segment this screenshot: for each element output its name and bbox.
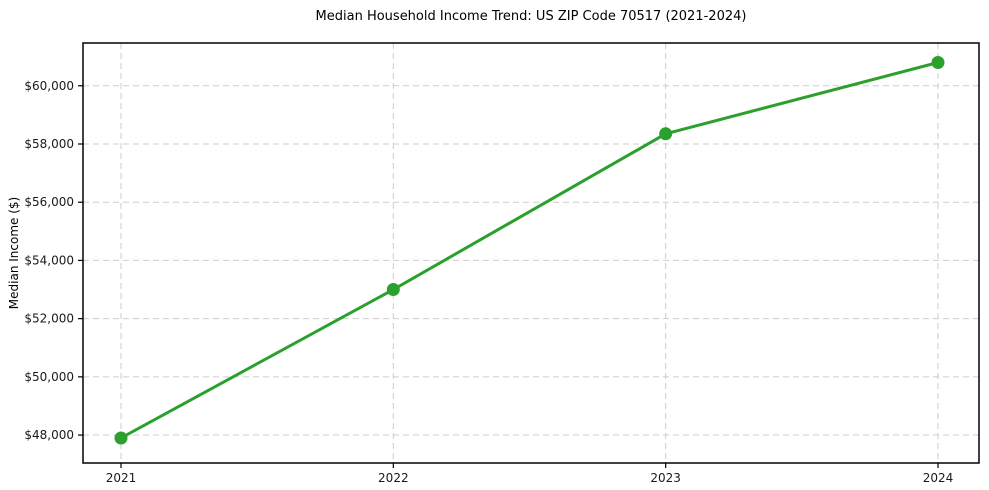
y-tick-label: $48,000 <box>24 428 74 442</box>
x-tick-label: 2021 <box>106 471 137 485</box>
trend-line <box>119 61 940 440</box>
data-point <box>386 283 400 297</box>
x-tick-label: 2023 <box>650 471 681 485</box>
x-tick-label: 2022 <box>378 471 409 485</box>
chart-title: Median Household Income Trend: US ZIP Co… <box>315 9 747 24</box>
data-point <box>659 127 673 141</box>
y-tick-label: $56,000 <box>24 195 74 209</box>
y-tick-label: $50,000 <box>24 370 74 384</box>
data-point <box>114 431 128 445</box>
y-tick-label: $60,000 <box>24 79 74 93</box>
y-tick-label: $52,000 <box>24 312 74 326</box>
plot-border <box>82 42 980 464</box>
data-point <box>931 56 945 70</box>
y-tick-label: $58,000 <box>24 137 74 151</box>
x-tick-label: 2024 <box>923 471 954 485</box>
y-tick-label: $54,000 <box>24 253 74 267</box>
